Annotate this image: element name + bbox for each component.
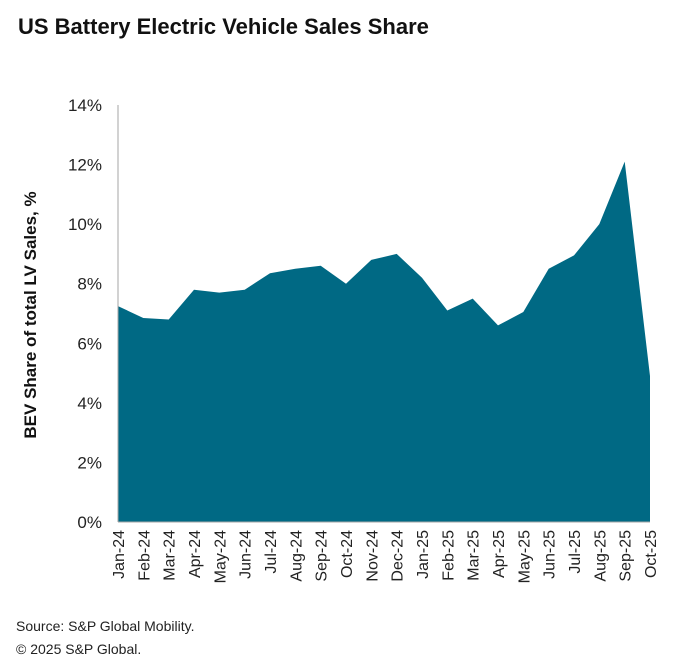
x-tick-label: Feb-24	[136, 530, 153, 581]
x-tick-label: Dec-24	[390, 530, 407, 582]
copyright-note: © 2025 S&P Global.	[16, 641, 142, 657]
series-area-bev-share	[118, 161, 650, 522]
x-tick-label: Sep-24	[314, 530, 331, 582]
x-tick-label: Aug-24	[288, 530, 305, 582]
y-tick-label: 10%	[68, 215, 102, 234]
x-tick-label: May-24	[212, 530, 229, 583]
y-tick-label: 4%	[77, 394, 102, 413]
y-tick-label: 0%	[77, 513, 102, 532]
x-tick-label: Jun-24	[238, 530, 255, 579]
x-tick-label: Nov-24	[364, 530, 381, 582]
x-tick-label: Aug-25	[592, 530, 609, 582]
x-tick-label: Jan-25	[415, 530, 432, 579]
x-tick-label: Jun-25	[542, 530, 559, 579]
x-tick-label: Oct-24	[339, 530, 356, 578]
y-tick-label: 12%	[68, 156, 102, 175]
chart-title: US Battery Electric Vehicle Sales Share	[18, 14, 429, 39]
y-tick-label: 2%	[77, 453, 102, 472]
x-tick-label: Feb-25	[440, 530, 457, 581]
x-tick-label: Apr-24	[187, 530, 204, 578]
y-tick-label: 6%	[77, 334, 102, 353]
x-tick-label: Jul-25	[567, 530, 584, 574]
y-axis-label: BEV Share of total LV Sales, %	[21, 191, 40, 438]
y-tick-label: 14%	[68, 96, 102, 115]
bev-share-area-chart: 0% 2% 4% 6% 8% 10% 12% 14% Jan-24 Feb-24 Mar-24 Ap…	[21, 96, 660, 583]
x-tick-label: May-25	[516, 530, 533, 583]
x-tick-label: Oct-25	[643, 530, 660, 578]
x-tick-label: Mar-24	[162, 530, 179, 581]
x-tick-label: Jan-24	[111, 530, 128, 579]
x-tick-label: Jul-24	[263, 530, 280, 574]
x-tick-label: Apr-25	[491, 530, 508, 578]
x-tick-label: Sep-25	[618, 530, 635, 582]
x-tick-label: Mar-25	[466, 530, 483, 581]
source-note: Source: S&P Global Mobility.	[16, 618, 195, 634]
y-tick-label: 8%	[77, 275, 102, 294]
